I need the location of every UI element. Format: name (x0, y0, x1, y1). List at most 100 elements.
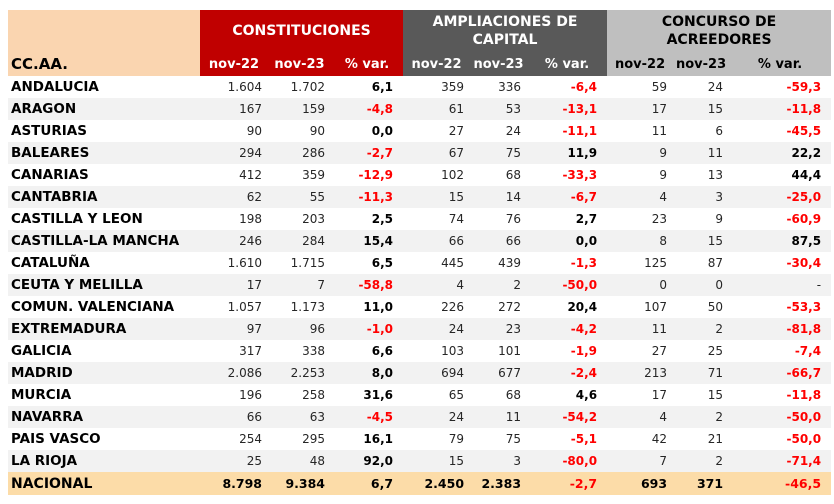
table-row: CANARIAS 412 359 -12,9 102 68 -33,3 9 13 44,4 (8, 164, 831, 186)
value-cell: 97 (246, 322, 262, 336)
group-header-concurso: CONCURSO DE ACREEDORES (607, 10, 832, 52)
table-row: MADRID 2.086 2.253 8,0 694 677 -2,4 213 71 -66,7 (8, 362, 832, 384)
value-cell: 102 (441, 168, 465, 182)
value-cell: 87 (707, 256, 724, 270)
value-cell: 272 (498, 300, 522, 314)
table-row: EXTREMADURA 97 96 -1,0 24 23 -4,2 11 2 -81,8 (8, 318, 832, 340)
value-cell: 68 (505, 388, 522, 402)
pct-var-cell: -60,9 (786, 212, 822, 226)
value-cell: 61 (448, 102, 465, 116)
value-cell: 11 (707, 146, 724, 160)
pct-var-cell: -2,7 (569, 476, 598, 491)
value-cell: 439 (498, 256, 522, 270)
value-cell: 198 (239, 212, 262, 226)
table-row: CEUTA Y MELILLA 17 7 -58,8 4 2 -50,0 0 0 - (8, 274, 832, 296)
value-cell: 90 (246, 124, 262, 138)
value-cell: 4 (659, 190, 668, 204)
pct-var-cell: -1,3 (570, 256, 598, 270)
value-cell: 258 (302, 388, 325, 402)
value-cell: 23 (505, 322, 522, 336)
column-header-nov22: nov-22 (403, 52, 471, 76)
pct-var-cell: -53,3 (786, 300, 822, 314)
pct-var-cell: 0,0 (371, 124, 394, 138)
value-cell: 9 (659, 146, 668, 160)
region-name-cell: NACIONAL (11, 475, 93, 492)
pct-var-cell: -11,8 (786, 388, 822, 402)
value-cell: 213 (644, 366, 668, 380)
value-cell: 1.715 (290, 256, 325, 270)
value-cell: 0 (715, 278, 724, 292)
table-row: ANDALUCIA 1.604 1.702 6,1 359 336 -6,4 59 24 -59,… (8, 76, 831, 98)
value-cell: 694 (441, 366, 465, 380)
pct-var-cell: -50,0 (562, 278, 598, 292)
region-name-cell: COMUN. VALENCIANA (11, 299, 175, 315)
value-cell: 9.384 (285, 476, 325, 491)
value-cell: 8 (659, 234, 668, 248)
value-cell: 67 (448, 146, 465, 160)
pct-var-cell: -4,2 (570, 322, 598, 336)
table-row: CASTILLA Y LEON 198 203 2,5 74 76 2,7 23 9 -60,9 (8, 208, 831, 230)
region-name-cell: CASTILLA Y LEON (11, 211, 143, 227)
column-header-nov22: nov-22 (607, 52, 674, 76)
value-cell: 62 (246, 190, 262, 204)
pct-var-cell: 6,1 (371, 80, 394, 94)
value-cell: 66 (505, 234, 522, 248)
value-cell: 55 (309, 190, 325, 204)
value-cell: 24 (707, 80, 724, 94)
pct-var-cell: -59,3 (786, 80, 822, 94)
pct-var-cell: -46,5 (785, 476, 822, 491)
group-title-line: CONCURSO DE (661, 13, 777, 30)
value-cell: 1.604 (227, 80, 262, 94)
column-header-pctvar: % var. (729, 52, 832, 76)
value-cell: 17 (246, 278, 262, 292)
value-cell: 294 (239, 146, 262, 160)
value-cell: 90 (309, 124, 325, 138)
value-cell: 27 (448, 124, 465, 138)
pct-var-cell: -2,4 (570, 366, 598, 380)
corner-header-ccaa: CC.AA. (8, 10, 200, 76)
value-cell: 71 (707, 366, 724, 380)
group-header-ampliaciones: AMPLIACIONES DE CAPITAL (403, 10, 608, 52)
column-header-pctvar: % var. (331, 52, 404, 76)
value-cell: 24 (505, 124, 522, 138)
region-name-cell: CASTILLA-LA MANCHA (11, 233, 180, 249)
value-cell: 74 (448, 212, 465, 226)
value-cell: 65 (448, 388, 465, 402)
value-cell: 0 (659, 278, 668, 292)
table-row: ARAGON 167 159 -4,8 61 53 -13,1 17 15 -11,8 (8, 98, 832, 120)
table-row: LA RIOJA 25 48 92,0 15 3 -80,0 7 2 -71,4 (8, 450, 832, 472)
pct-var-cell: -11,1 (562, 124, 598, 138)
column-header-nov23: nov-23 (470, 52, 528, 76)
pct-var-cell: -58,8 (358, 278, 394, 292)
pct-var-cell: -6,7 (570, 190, 598, 204)
value-cell: 9 (715, 212, 724, 226)
value-cell: 27 (651, 344, 668, 358)
value-cell: 167 (239, 102, 262, 116)
value-cell: 693 (640, 476, 668, 491)
group-title-line: ACREEDORES (666, 32, 772, 48)
pct-var-cell: -66,7 (786, 366, 822, 380)
pct-var-cell: -50,0 (786, 410, 822, 424)
pct-var-cell: 2,7 (575, 212, 598, 226)
value-cell: 2.253 (290, 366, 325, 380)
value-cell: 2.383 (481, 476, 522, 491)
table-row: CASTILLA-LA MANCHA 246 284 15,4 66 66 0,0 8 15 87… (8, 230, 832, 252)
region-name-cell: LA RIOJA (11, 453, 78, 469)
value-cell: 48 (309, 454, 325, 468)
value-cell: 254 (239, 432, 262, 446)
pct-var-cell: 16,1 (363, 432, 394, 446)
value-cell: 17 (651, 388, 668, 402)
pct-var-cell: -1,9 (570, 344, 598, 358)
value-cell: 53 (505, 102, 522, 116)
table-row: COMUN. VALENCIANA 1.057 1.173 11,0 226 272 20,… (8, 296, 831, 318)
pct-var-cell: 15,4 (363, 234, 394, 248)
value-cell: 50 (707, 300, 724, 314)
pct-var-cell: -30,4 (786, 256, 822, 270)
pct-var-cell: -13,1 (562, 102, 598, 116)
value-cell: 75 (505, 432, 522, 446)
pct-var-cell: 31,6 (363, 388, 394, 402)
pct-var-cell: -2,7 (366, 146, 394, 160)
pct-var-cell: 6,6 (371, 344, 394, 358)
region-name-cell: CEUTA Y MELILLA (11, 277, 143, 293)
value-cell: 2 (715, 454, 724, 468)
